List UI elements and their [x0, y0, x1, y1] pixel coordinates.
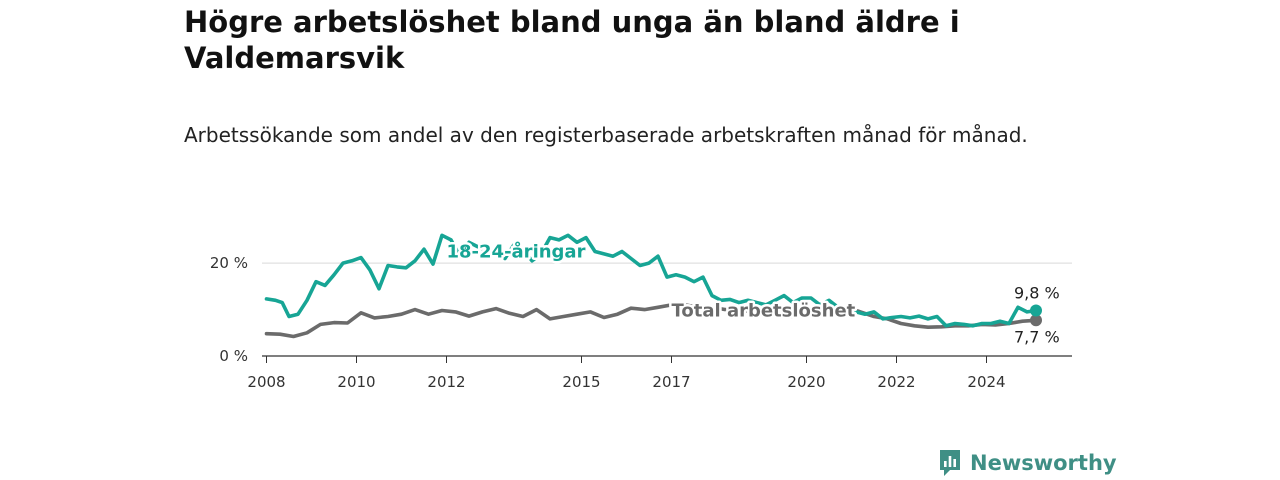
bar-chart-logo-icon: [940, 450, 960, 476]
end-point-youth: [1030, 304, 1042, 317]
x-tick-label: 2020: [787, 373, 825, 391]
series-label-total: Total arbetslöshet: [672, 301, 856, 322]
chart-subtitle: Arbetssökande som andel av den registerb…: [184, 123, 1028, 147]
series-line-total: [264, 303, 1038, 339]
y-tick-label: 0 %: [219, 347, 248, 365]
brand-name: Newsworthy: [970, 451, 1117, 475]
x-tick-label: 2008: [247, 373, 285, 391]
series-line-youth: [264, 233, 1038, 328]
x-tick-label: 2012: [427, 373, 465, 391]
y-axis-ticks: 0 % 20 %: [210, 254, 248, 365]
chart-title: Högre arbetslöshet bland unga än bland ä…: [184, 5, 960, 75]
x-tick-label: 2017: [652, 373, 690, 391]
x-tick-label: 2022: [877, 373, 915, 391]
grid-lines: [262, 262, 1072, 357]
end-label-youth: 9,8 %: [1014, 284, 1060, 303]
end-label-total: 7,7 %: [1014, 327, 1060, 346]
series-lines: [264, 233, 1042, 339]
newsworthy-logo: Newsworthy: [938, 448, 1117, 478]
x-tick-label: 2010: [337, 373, 375, 391]
series-labels: 18-24-åringar Total arbetslöshet 9,8 % 7,7 …: [444, 238, 1062, 348]
y-tick-label: 20 %: [210, 254, 248, 272]
x-axis: 2008 2010 2012 2015 2017 2020 2022 2024: [247, 356, 1006, 391]
end-point-total: [1030, 314, 1042, 327]
x-tick-label: 2015: [562, 373, 600, 391]
series-label-youth: 18-24-åringar: [447, 241, 586, 263]
x-tick-label: 2024: [967, 373, 1005, 391]
line-chart: 0 % 20 % 2008 2010 2012 2015 2017 2020 2022 2024…: [210, 233, 1072, 391]
